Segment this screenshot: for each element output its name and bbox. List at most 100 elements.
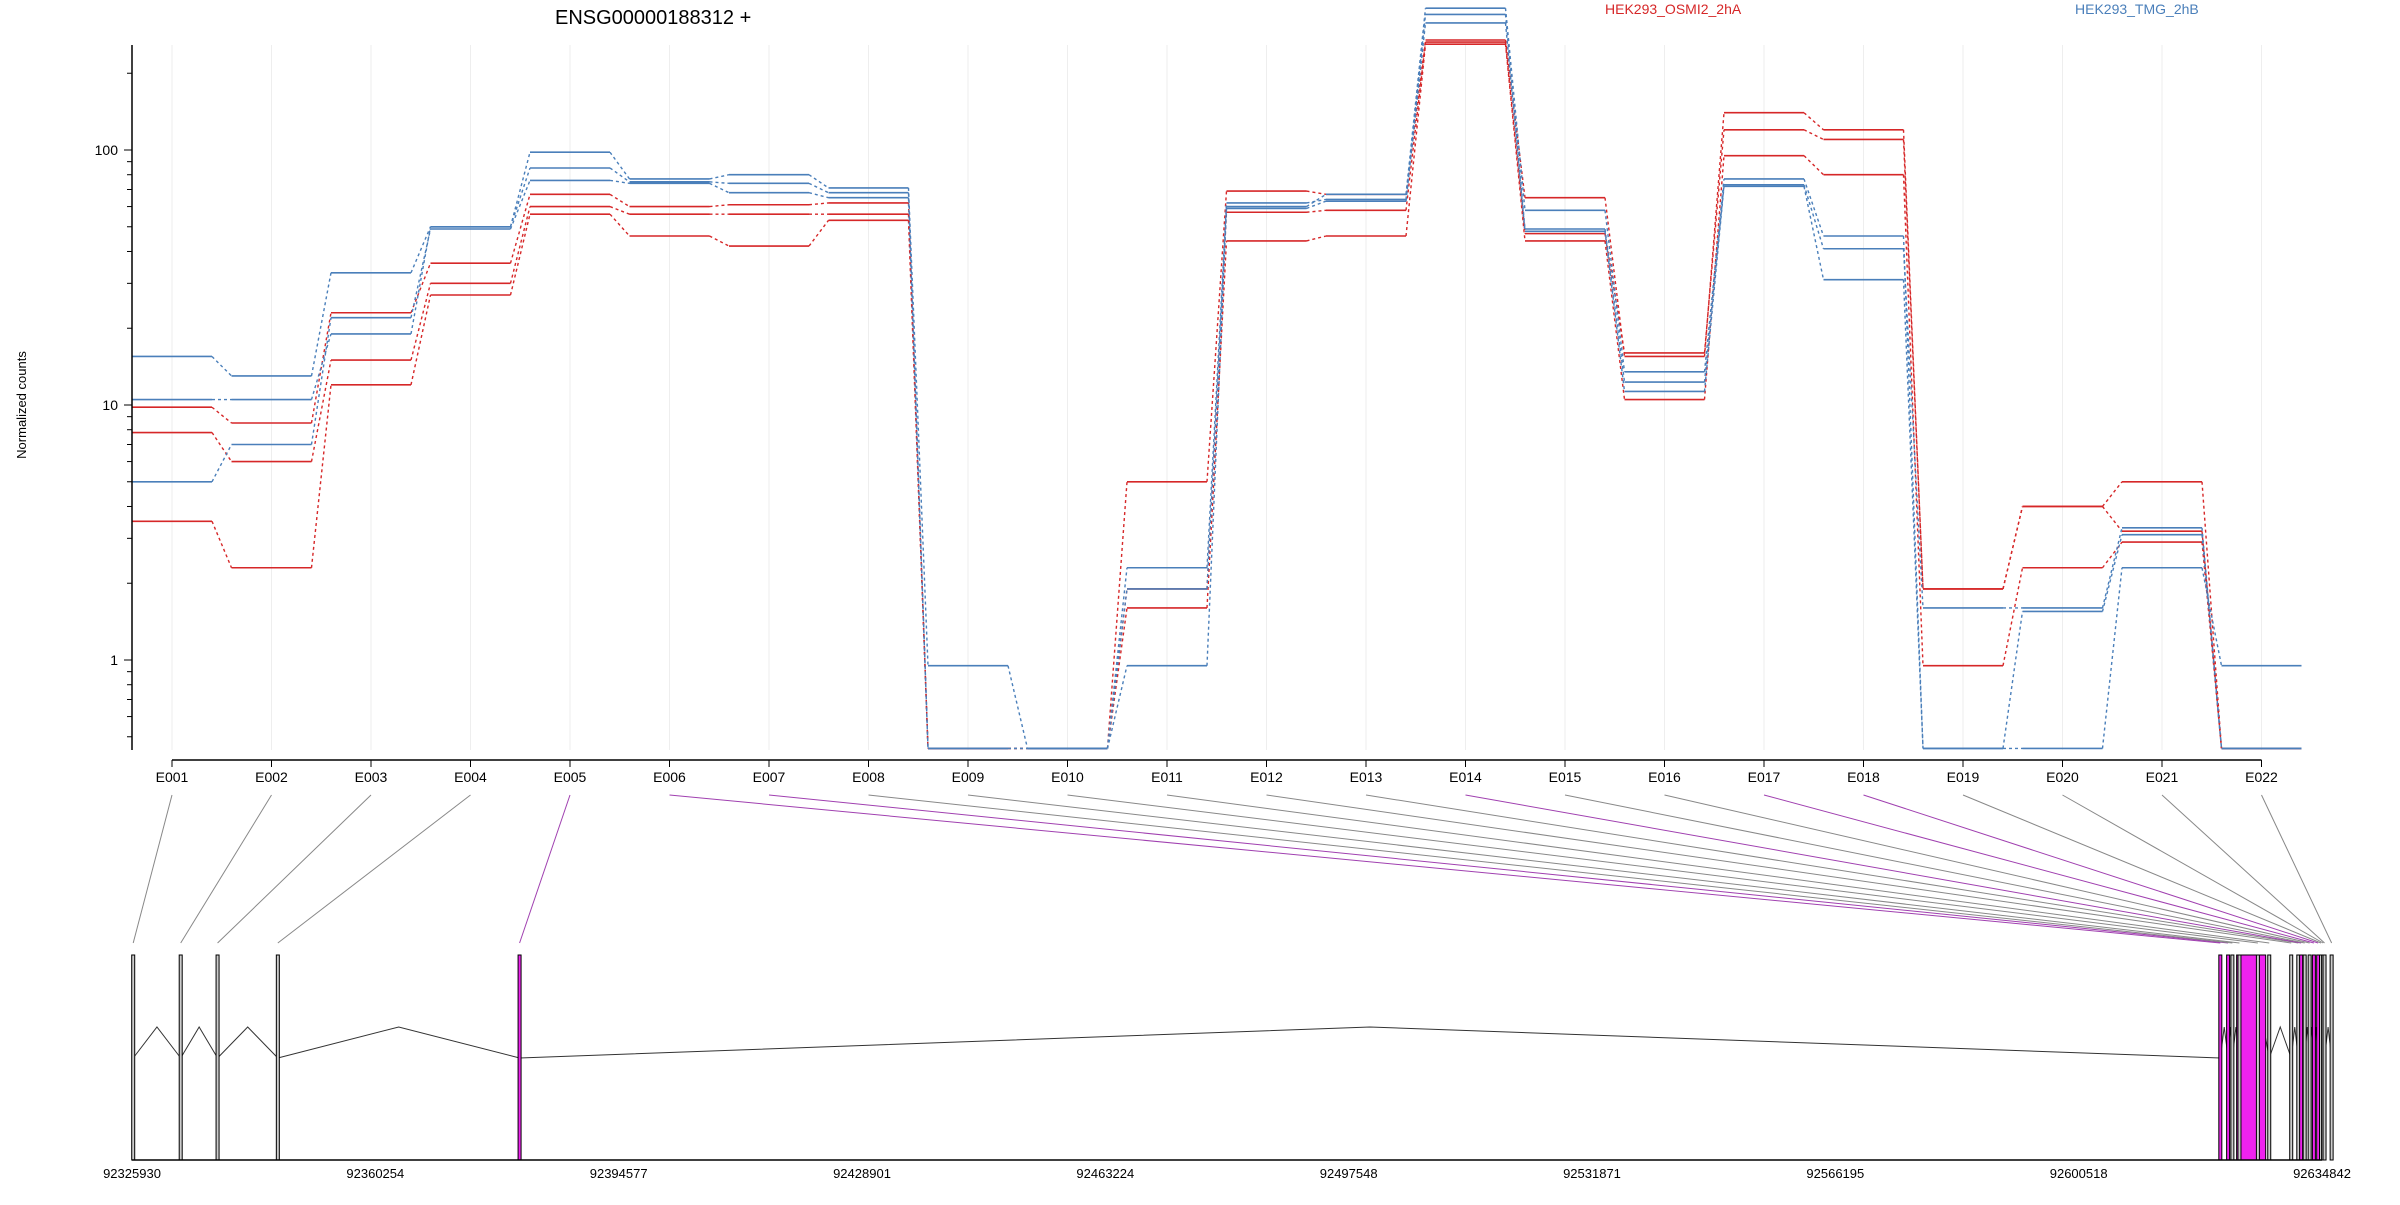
series-3-connector-11 (1306, 193, 1327, 208)
series-5-connector-0 (211, 444, 233, 483)
series-5-connector-1 (310, 317, 332, 445)
connector-e010 (1067, 794, 2258, 944)
series-0-connector-3 (509, 214, 531, 296)
connector-e019 (1962, 794, 2322, 944)
series-2-connector-18 (2002, 506, 2024, 590)
intron-0 (132, 1026, 182, 1059)
genomic-tick-label-3: 92428901 (833, 1166, 891, 1181)
connector-e020 (2062, 794, 2324, 944)
x-tick-label-e002: E002 (255, 769, 288, 785)
chart-title: ENSG00000188312 + (555, 7, 751, 29)
exon-bar-e017 (2311, 954, 2316, 1161)
series-0-connector-0 (211, 520, 233, 569)
series-3-connector-3 (509, 152, 531, 227)
series-3-connector-13 (1504, 8, 1526, 211)
x-tick-label-e011: E011 (1151, 769, 1183, 785)
series-0-connector-12 (1405, 44, 1427, 237)
series-3-connector-0 (211, 355, 232, 377)
highlighted-exon-block (2236, 954, 2267, 1161)
connector-e008 (868, 794, 2233, 944)
connector-e006 (669, 794, 2221, 944)
series-2-connector-5 (709, 204, 730, 208)
series-1-connector-11 (1306, 209, 1327, 213)
series-0-connector-6 (808, 219, 830, 247)
exon-bar-e011 (2267, 954, 2272, 1161)
series-5-connector-18 (2002, 611, 2024, 749)
series-5-connector-13 (1504, 22, 1526, 232)
series-3-connector-6 (808, 174, 829, 189)
connector-e013 (1365, 794, 2299, 944)
series-0-connector-5 (709, 235, 730, 247)
series-1-connector-12 (1405, 41, 1427, 211)
series-2-connector-4 (609, 193, 630, 208)
series-4-connector-2 (410, 226, 432, 335)
series-4-connector-3 (509, 167, 531, 227)
x-tick-label-e015: E015 (1549, 769, 1582, 785)
x-tick-label-e019: E019 (1947, 769, 1980, 785)
series-1-connector-2 (410, 283, 432, 361)
connector-e016 (1664, 794, 2310, 944)
series-4-connector-4 (609, 167, 630, 183)
exon-bar-e003 (215, 954, 220, 1161)
series-0-connector-4 (609, 213, 631, 237)
exon-bar-e002 (178, 954, 183, 1161)
series-0-connector-16 (1803, 155, 1824, 176)
connector-e007 (768, 794, 2229, 944)
genomic-tick-label-9: 92634842 (2293, 1166, 2351, 1181)
series-lines (132, 7, 2302, 750)
series-3-connector-9 (1106, 665, 1128, 749)
connector-e001 (132, 794, 173, 944)
series-3-connector-5 (709, 174, 730, 180)
exon-connector-lines (132, 794, 2333, 944)
x-tick-label-e018: E018 (1847, 769, 1880, 785)
exon-bar-e022 (2329, 954, 2334, 1161)
y-tick-label-1: 1 (110, 652, 118, 668)
x-tick-label-e005: E005 (554, 769, 587, 785)
x-tick-label-e016: E016 (1648, 769, 1681, 785)
connector-e004 (277, 794, 471, 944)
series-2-connector-11 (1306, 190, 1327, 196)
genomic-tick-label-5: 92497548 (1320, 1166, 1378, 1181)
series-4-connector-1 (310, 333, 332, 400)
series-1-connector-15 (1703, 129, 1725, 354)
x-tick-label-e009: E009 (952, 769, 985, 785)
axes: 1 10 100 E001 E002 E003 E004 E005 E006 E007 E008 E0… (95, 45, 2278, 785)
series-2-connector-9 (1106, 481, 1128, 749)
connector-e012 (1266, 794, 2292, 944)
series-3-connector-15 (1703, 178, 1725, 372)
series-3-connector-2 (410, 226, 432, 274)
exon-bar-e004 (275, 954, 280, 1161)
connector-e018 (1863, 794, 2319, 944)
genomic-tick-label-1: 92360254 (346, 1166, 404, 1181)
series-2-connector-14 (1604, 197, 1626, 357)
genomic-tick-label-0: 92325930 (103, 1166, 161, 1181)
series-2-connector-17 (1902, 129, 1924, 589)
series-4-connector-11 (1306, 198, 1327, 204)
series-4-connector-19 (2101, 527, 2123, 609)
genomic-tick-label-7: 92566195 (1806, 1166, 1864, 1181)
series-4-connector-12 (1405, 14, 1427, 200)
exon-bar-e015 (2302, 954, 2307, 1161)
x-tick-label-e020: E020 (2046, 769, 2079, 785)
series-5-connector-15 (1703, 186, 1725, 392)
connector-e002 (180, 794, 272, 944)
intron-10 (2268, 1025, 2292, 1059)
x-tick-label-e003: E003 (355, 769, 388, 785)
series-4-connector-10 (1206, 202, 1228, 568)
genomic-tick-label-6: 92531871 (1563, 1166, 1621, 1181)
x-tick-label-e013: E013 (1350, 769, 1383, 785)
series-4-connector-16 (1803, 184, 1825, 249)
series-1-connector-13 (1504, 42, 1526, 234)
series-0-connector-2 (410, 294, 432, 385)
exon-bar-e009 (2237, 954, 2242, 1161)
legend-entry-tmg: HEK293_TMG_2hB (2075, 1, 2199, 17)
series-5-connector-6 (808, 192, 829, 199)
connector-e022 (2261, 794, 2333, 944)
genomic-tick-label-8: 92600518 (2050, 1166, 2108, 1181)
connector-e003 (217, 794, 372, 944)
series-4-connector-14 (1604, 228, 1626, 383)
series-3-connector-19 (2101, 567, 2123, 749)
series-1-connector-16 (1803, 129, 1824, 141)
